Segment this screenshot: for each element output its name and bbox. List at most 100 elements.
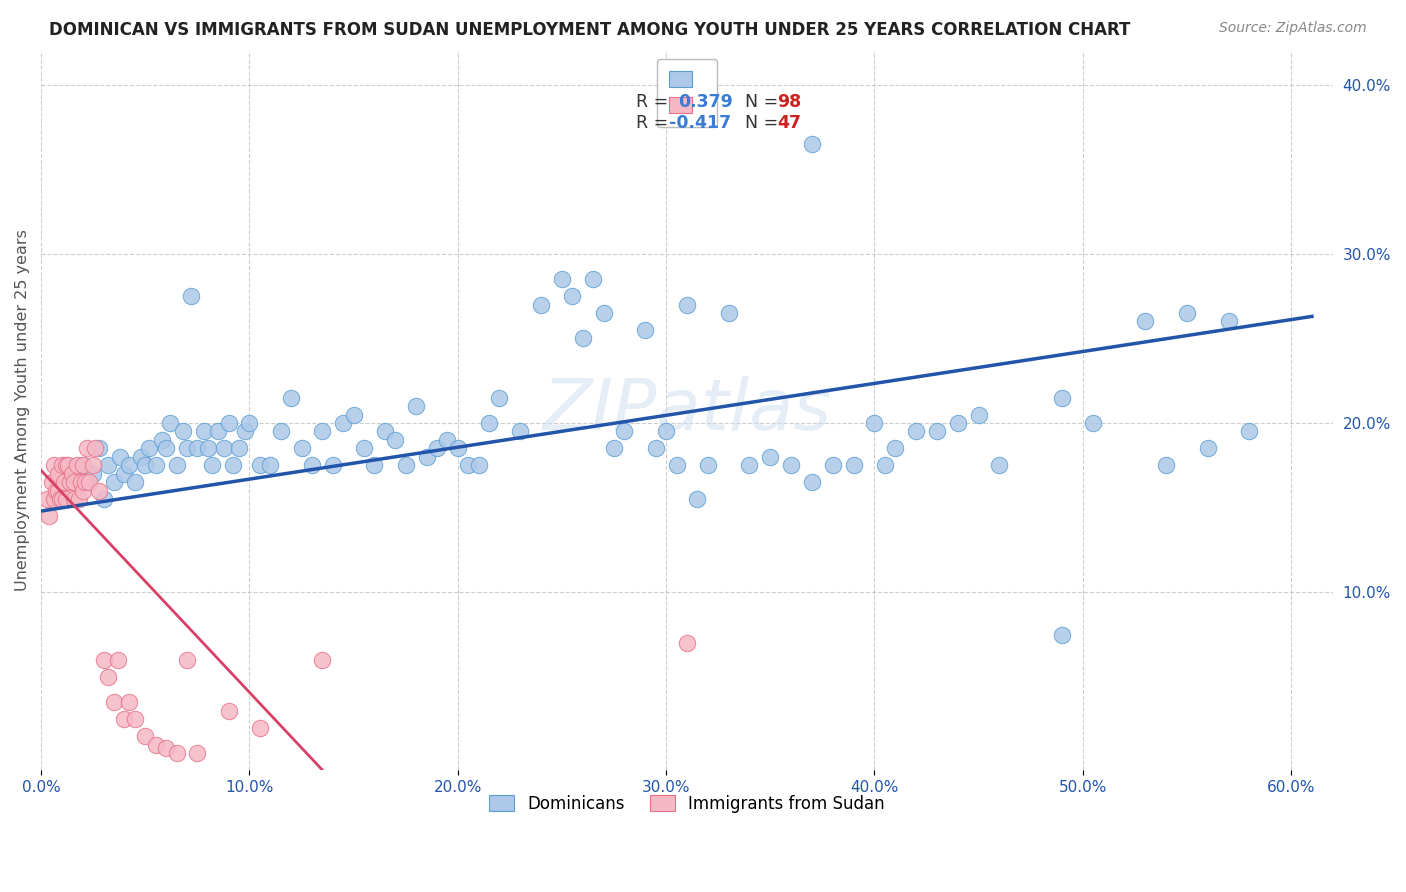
Point: [155, 442, 177, 456]
Point: [72, 458, 94, 473]
Text: 47: 47: [778, 114, 801, 132]
Point: [55, 458, 77, 473]
Point: [509, 425, 531, 439]
Point: [905, 425, 928, 439]
Point: [63, 492, 86, 507]
Point: [988, 458, 1011, 473]
Point: [800, 475, 823, 490]
Point: [214, 442, 236, 456]
Point: [42, 492, 65, 507]
Point: [82, 458, 104, 473]
Point: [457, 458, 479, 473]
Point: [82, 467, 104, 481]
Point: [405, 399, 427, 413]
Text: DOMINICAN VS IMMIGRANTS FROM SUDAN UNEMPLOYMENT AMONG YOUTH UNDER 25 YEARS CORRE: DOMINICAN VS IMMIGRANTS FROM SUDAN UNEMP…: [49, 21, 1130, 38]
Point: [49, 492, 72, 507]
Point: [155, 741, 177, 756]
Text: ZIPatlas: ZIPatlas: [543, 376, 831, 445]
Legend: Dominicans, Immigrants from Sudan: Dominicans, Immigrants from Sudan: [475, 781, 898, 826]
Point: [436, 433, 458, 447]
Text: N =: N =: [734, 93, 783, 111]
Point: [603, 442, 626, 456]
Point: [193, 425, 215, 439]
Point: [145, 738, 167, 752]
Point: [134, 458, 156, 473]
Point: [103, 475, 125, 490]
Point: [222, 458, 245, 473]
Point: [800, 136, 823, 151]
Point: [89, 442, 111, 456]
Point: [821, 458, 844, 473]
Point: [1083, 416, 1105, 430]
Text: 98: 98: [778, 93, 801, 111]
Point: [45, 483, 67, 498]
Text: R =: R =: [636, 93, 679, 111]
Point: [1239, 425, 1261, 439]
Point: [717, 306, 740, 320]
Point: [93, 492, 115, 507]
Point: [76, 442, 98, 456]
Point: [97, 458, 120, 473]
Point: [172, 425, 194, 439]
Point: [488, 391, 510, 405]
Point: [84, 442, 107, 456]
Point: [353, 442, 375, 456]
Point: [238, 416, 260, 430]
Point: [103, 695, 125, 709]
Point: [478, 416, 501, 430]
Point: [42, 458, 65, 473]
Point: [145, 458, 167, 473]
Point: [60, 475, 83, 490]
Text: R =: R =: [636, 114, 673, 132]
Point: [117, 458, 139, 473]
Point: [124, 475, 146, 490]
Point: [332, 416, 354, 430]
Point: [561, 289, 583, 303]
Point: [159, 416, 181, 430]
Point: [967, 408, 990, 422]
Point: [73, 475, 96, 490]
Point: [218, 704, 240, 718]
Point: [946, 416, 969, 430]
Point: [53, 475, 76, 490]
Point: [37, 492, 59, 507]
Point: [311, 653, 333, 667]
Text: -0.417: -0.417: [669, 114, 731, 132]
Point: [129, 450, 152, 464]
Point: [842, 458, 865, 473]
Point: [1197, 442, 1219, 456]
Point: [322, 458, 344, 473]
Point: [63, 475, 86, 490]
Point: [197, 442, 219, 456]
Point: [186, 442, 208, 456]
Point: [67, 492, 90, 507]
Point: [270, 425, 292, 439]
Point: [51, 458, 73, 473]
Point: [233, 425, 256, 439]
Point: [1135, 314, 1157, 328]
Point: [1050, 391, 1073, 405]
Point: [873, 458, 896, 473]
Point: [138, 442, 160, 456]
Point: [384, 433, 406, 447]
Point: [176, 653, 198, 667]
Text: Source: ZipAtlas.com: Source: ZipAtlas.com: [1219, 21, 1367, 35]
Point: [249, 721, 271, 735]
Point: [176, 442, 198, 456]
Point: [426, 442, 449, 456]
Point: [447, 442, 470, 456]
Point: [46, 467, 69, 481]
Point: [114, 467, 136, 481]
Point: [634, 323, 657, 337]
Point: [738, 458, 761, 473]
Point: [46, 483, 69, 498]
Point: [72, 483, 94, 498]
Point: [686, 492, 709, 507]
Point: [59, 475, 82, 490]
Point: [676, 636, 699, 650]
Point: [107, 653, 129, 667]
Point: [290, 442, 312, 456]
Point: [1050, 627, 1073, 641]
Point: [180, 289, 202, 303]
Point: [1218, 314, 1240, 328]
